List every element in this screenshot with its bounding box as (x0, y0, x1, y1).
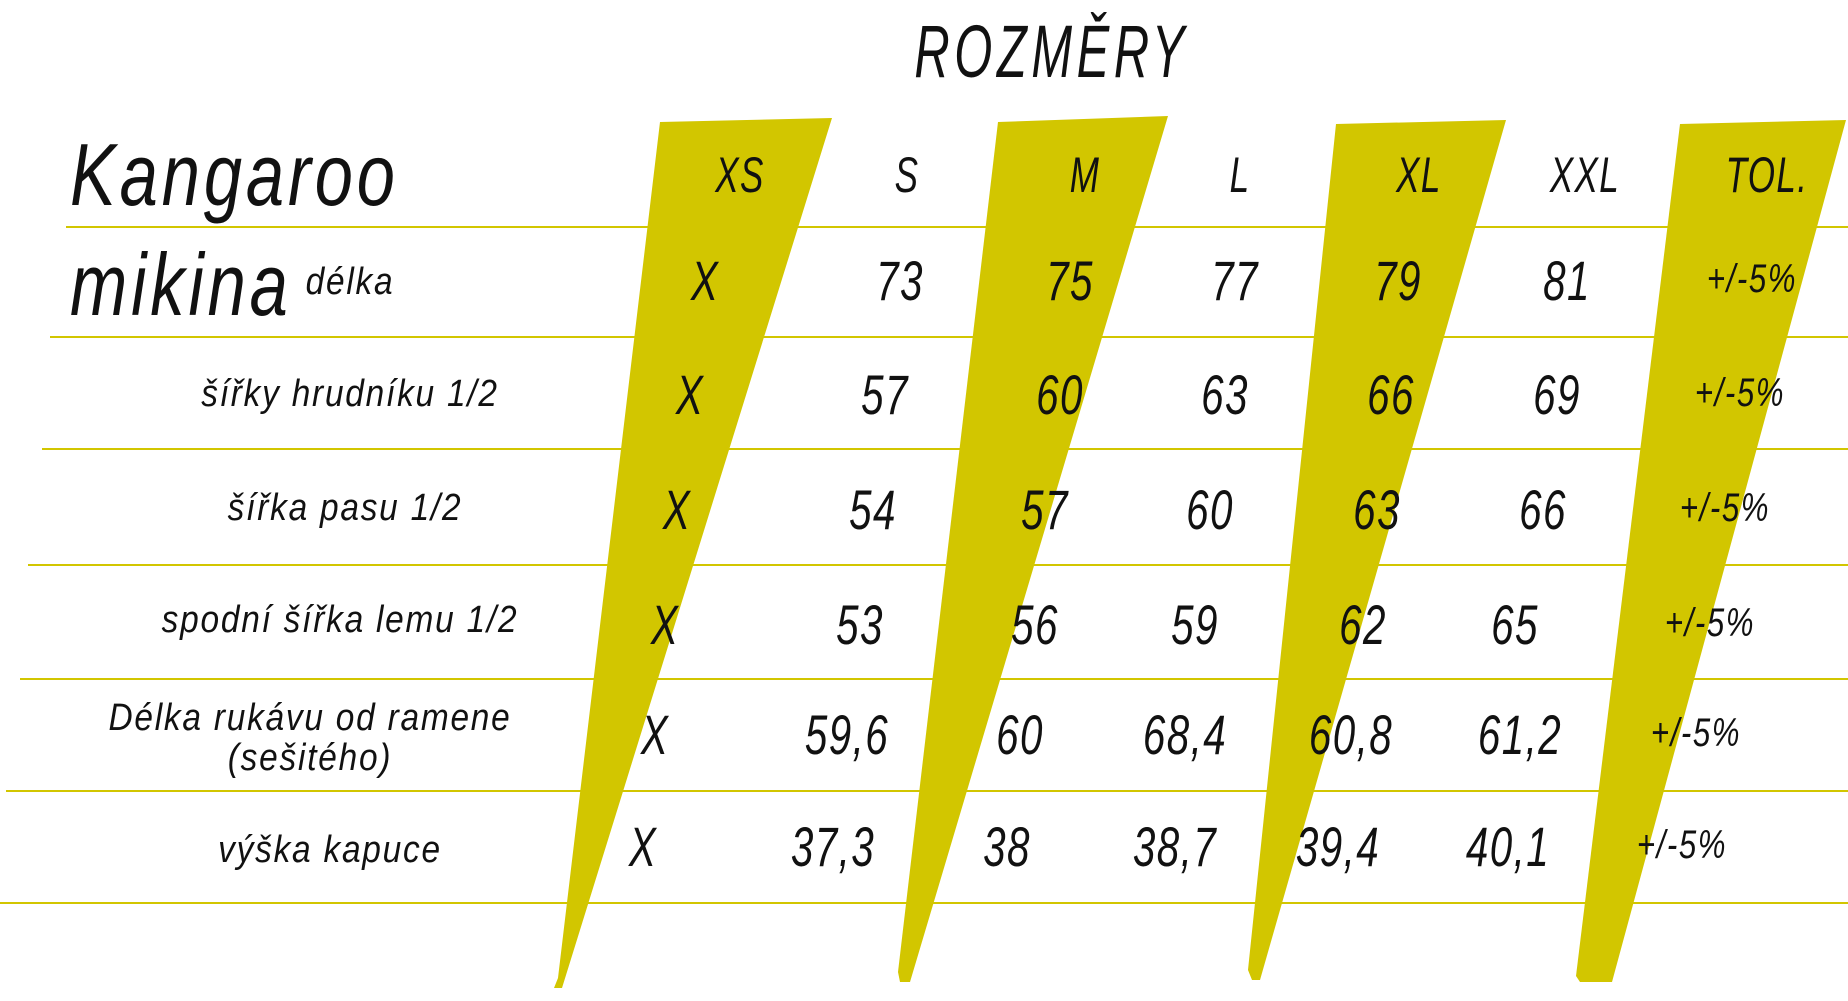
divider (42, 448, 1848, 450)
cell-xl: 79 (1374, 249, 1422, 312)
cell-m: 60 (1036, 363, 1084, 426)
cell-tol: +/-5% (1664, 601, 1756, 645)
divider (6, 790, 1848, 792)
cell-tol: +/-5% (1636, 823, 1728, 867)
cell-xl: 39,4 (1295, 815, 1381, 878)
row-label: šířka pasu 1/2 (227, 487, 463, 529)
header-l: L (1229, 147, 1251, 203)
divider (66, 226, 1848, 228)
cell-tol: +/-5% (1694, 371, 1786, 415)
cell-xxl: 61,2 (1477, 703, 1563, 766)
cell-xs: X (628, 815, 658, 878)
divider (28, 564, 1848, 566)
cell-xs: X (640, 703, 670, 766)
cell-m: 38 (983, 815, 1031, 878)
cell-s: 53 (836, 593, 884, 656)
cell-xs: X (650, 593, 680, 656)
cell-xs: X (662, 478, 692, 541)
cell-m: 56 (1011, 593, 1059, 656)
cell-xs: X (675, 363, 705, 426)
cell-xxl: 69 (1533, 363, 1581, 426)
header-xxl: XXL (1549, 147, 1621, 203)
cell-xs: X (690, 249, 720, 312)
cell-l: 77 (1211, 249, 1259, 312)
cell-s: 57 (861, 363, 909, 426)
cell-l: 68,4 (1142, 703, 1228, 766)
cell-xxl: 81 (1543, 249, 1591, 312)
cell-s: 59,6 (804, 703, 890, 766)
cell-l: 59 (1171, 593, 1219, 656)
header-tol: TOL. (1725, 147, 1809, 203)
row-label: spodní šířka lemu 1/2 (161, 599, 519, 641)
row-label: šířky hrudníku 1/2 (201, 373, 499, 415)
product-title: Kangaroo mikina (70, 125, 399, 334)
divider (0, 902, 1848, 904)
cell-s: 37,3 (790, 815, 876, 878)
cell-m: 57 (1021, 478, 1069, 541)
cell-xxl: 40,1 (1465, 815, 1551, 878)
header-m: M (1069, 147, 1101, 203)
row-label: délka (305, 261, 395, 303)
cell-tol: +/-5% (1706, 257, 1798, 301)
cell-tol: +/-5% (1650, 711, 1742, 755)
header-s: S (894, 147, 920, 203)
row-label: výška kapuce (218, 829, 442, 871)
page-title: ROZMĚRY (914, 10, 1190, 93)
cell-l: 63 (1201, 363, 1249, 426)
cell-xl: 63 (1353, 478, 1401, 541)
divider (50, 336, 1848, 338)
row-label: Délka rukávu od ramene (sešitého) (108, 697, 512, 779)
cell-xl: 60,8 (1308, 703, 1394, 766)
divider (20, 678, 1848, 680)
cell-xl: 66 (1367, 363, 1415, 426)
cell-xl: 62 (1339, 593, 1387, 656)
cell-l: 60 (1186, 478, 1234, 541)
cell-xxl: 66 (1519, 478, 1567, 541)
header-xs: XS (715, 147, 765, 203)
cell-s: 54 (849, 478, 897, 541)
cell-m: 60 (996, 703, 1044, 766)
cell-m: 75 (1046, 249, 1094, 312)
cell-s: 73 (876, 249, 924, 312)
cell-l: 38,7 (1132, 815, 1218, 878)
cell-xxl: 65 (1491, 593, 1539, 656)
cell-tol: +/-5% (1679, 486, 1771, 530)
header-xl: XL (1396, 147, 1442, 203)
